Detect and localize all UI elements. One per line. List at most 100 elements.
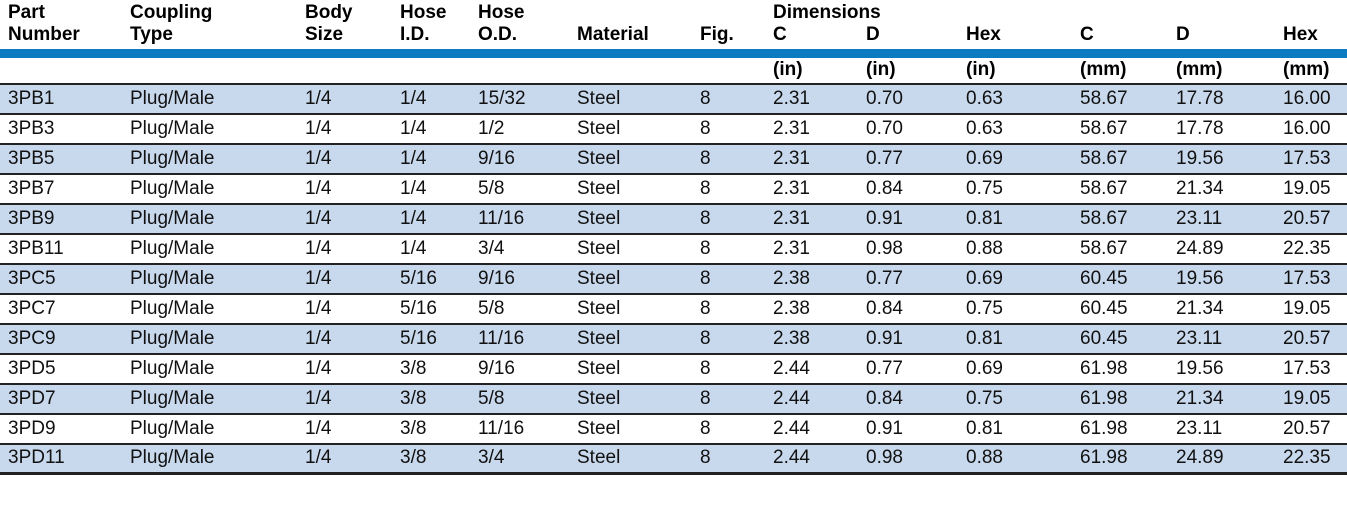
- table-cell: 1/4: [297, 263, 392, 295]
- table-cell: 8: [692, 203, 765, 235]
- table-cell: Steel: [569, 263, 692, 295]
- table-cell: Plug/Male: [122, 113, 297, 145]
- table-row: 3PC5 Plug/Male 1/4 5/16 9/16 Steel 8 2.38 0.77 0.…: [0, 263, 1347, 295]
- col-header-hose-od: O.D.: [470, 24, 569, 58]
- col-header-material-top: [569, 0, 692, 24]
- table-cell: 3PB11: [0, 233, 122, 265]
- table-cell: Steel: [569, 233, 692, 265]
- table-cell: 2.31: [765, 143, 858, 175]
- table-cell: 3PD5: [0, 353, 122, 385]
- table-cell: 1/4: [297, 203, 392, 235]
- table-cell: 3PD7: [0, 383, 122, 415]
- table-cell: Steel: [569, 353, 692, 385]
- table-cell: 8: [692, 143, 765, 175]
- unit-cell-d-mm: (mm): [1168, 53, 1275, 85]
- table-cell: Plug/Male: [122, 443, 297, 475]
- table-cell: 1/4: [297, 293, 392, 325]
- table-cell: 0.77: [858, 143, 958, 175]
- table-cell: 1/4: [297, 383, 392, 415]
- table-cell: 0.98: [858, 233, 958, 265]
- table-cell: 58.67: [1072, 233, 1168, 265]
- table-row: 3PB11 Plug/Male 1/4 1/4 3/4 Steel 8 2.31 0.98 0.8…: [0, 233, 1347, 265]
- table-cell: 2.31: [765, 233, 858, 265]
- table-row: 3PB5 Plug/Male 1/4 1/4 9/16 Steel 8 2.31 0.77 0.6…: [0, 143, 1347, 175]
- table-cell: 1/4: [392, 143, 470, 175]
- table-cell: 1/4: [297, 83, 392, 115]
- table-cell: 16.00: [1275, 83, 1347, 115]
- table-cell: 17.53: [1275, 263, 1347, 295]
- table-cell: 3/8: [392, 383, 470, 415]
- table-cell: 2.44: [765, 443, 858, 475]
- col-header-part-top: Part: [8, 2, 45, 23]
- table-cell: 1/4: [392, 113, 470, 145]
- table-cell: Plug/Male: [122, 263, 297, 295]
- col-header-d-in: D: [858, 24, 958, 58]
- table-cell: 8: [692, 293, 765, 325]
- table-cell: Plug/Male: [122, 143, 297, 175]
- col-header-body-size: Size: [297, 24, 392, 58]
- table-cell: 16.00: [1275, 113, 1347, 145]
- unit-cell: [392, 53, 470, 85]
- table-cell: Steel: [569, 413, 692, 445]
- table-cell: 8: [692, 413, 765, 445]
- table-cell: 24.89: [1168, 443, 1275, 475]
- table-cell: Steel: [569, 383, 692, 415]
- table-cell: 11/16: [470, 413, 569, 445]
- table-cell: 1/4: [297, 353, 392, 385]
- group-header-dimensions: Dimensions: [773, 2, 881, 23]
- table-row: 3PD5 Plug/Male 1/4 3/8 9/16 Steel 8 2.44 0.77 0.6…: [0, 353, 1347, 385]
- table-cell: 2.31: [765, 173, 858, 205]
- table-cell: 22.35: [1275, 233, 1347, 265]
- table-cell: 19.56: [1168, 143, 1275, 175]
- table-cell: 1/4: [297, 443, 392, 475]
- table-cell: 2.31: [765, 83, 858, 115]
- table-cell: 5/16: [392, 293, 470, 325]
- table-cell: 3PB3: [0, 113, 122, 145]
- table-cell: 0.84: [858, 173, 958, 205]
- table-cell: Plug/Male: [122, 353, 297, 385]
- table-cell: Steel: [569, 293, 692, 325]
- unit-cell: [692, 53, 765, 85]
- table-cell: 8: [692, 83, 765, 115]
- table-cell: Plug/Male: [122, 323, 297, 355]
- spec-table-header: Part Coupling Body Hose Hose Dimensions …: [0, 0, 1347, 85]
- table-cell: 19.56: [1168, 353, 1275, 385]
- table-cell: 3PC9: [0, 323, 122, 355]
- table-cell: 60.45: [1072, 323, 1168, 355]
- table-cell: Steel: [569, 113, 692, 145]
- table-cell: 3/4: [470, 443, 569, 475]
- unit-cell: [0, 53, 122, 85]
- col-header-c-in: C: [765, 24, 858, 58]
- unit-cell-hex-mm: (mm): [1275, 53, 1347, 85]
- col-header-fig: Fig.: [692, 24, 765, 58]
- table-cell: 3/8: [392, 353, 470, 385]
- table-cell: 2.38: [765, 293, 858, 325]
- table-cell: Steel: [569, 173, 692, 205]
- table-cell: Plug/Male: [122, 203, 297, 235]
- table-cell: 3/4: [470, 233, 569, 265]
- table-cell: 19.05: [1275, 383, 1347, 415]
- table-cell: Plug/Male: [122, 413, 297, 445]
- table-cell: 0.77: [858, 353, 958, 385]
- table-cell: 1/4: [297, 113, 392, 145]
- col-header-material: Material: [569, 24, 692, 58]
- table-cell: 0.63: [958, 113, 1072, 145]
- table-cell: Steel: [569, 443, 692, 475]
- table-cell: 3PD11: [0, 443, 122, 475]
- table-cell: 0.77: [858, 263, 958, 295]
- spec-table: Part Coupling Body Hose Hose Dimensions …: [0, 0, 1347, 475]
- table-cell: 19.05: [1275, 173, 1347, 205]
- col-header-body-top: Body: [305, 2, 353, 23]
- table-cell: 23.11: [1168, 323, 1275, 355]
- table-cell: 8: [692, 323, 765, 355]
- table-cell: 17.78: [1168, 83, 1275, 115]
- table-cell: Plug/Male: [122, 383, 297, 415]
- col-header-hose-id-top: Hose: [400, 2, 447, 23]
- table-cell: 1/4: [297, 233, 392, 265]
- table-cell: Plug/Male: [122, 173, 297, 205]
- table-row: 3PD11 Plug/Male 1/4 3/8 3/4 Steel 8 2.44 0.98 0.8…: [0, 443, 1347, 475]
- table-cell: 0.84: [858, 293, 958, 325]
- table-cell: 0.88: [958, 443, 1072, 475]
- table-cell: 9/16: [470, 143, 569, 175]
- table-cell: 0.98: [858, 443, 958, 475]
